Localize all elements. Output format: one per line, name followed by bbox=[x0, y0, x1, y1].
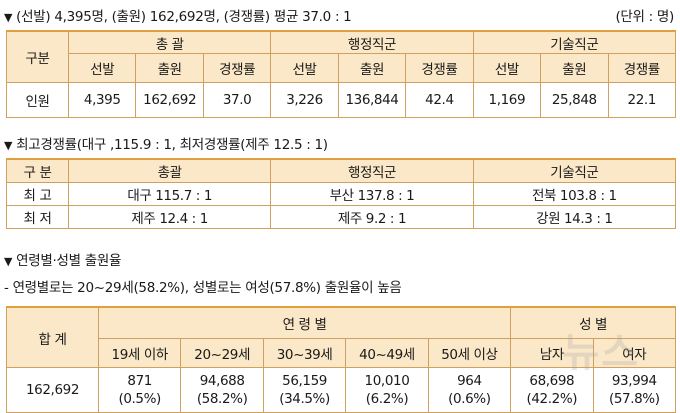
table-cell: 22.1 bbox=[607, 82, 676, 118]
table-cell: 대구 115.7 : 1 bbox=[67, 182, 272, 206]
table-cell: 37.0 bbox=[202, 82, 272, 118]
subheader: 남자 bbox=[510, 338, 594, 368]
header-group-admin: 행정직군 bbox=[270, 30, 474, 54]
subheader: 19세 이하 bbox=[97, 338, 182, 368]
subheader: 경쟁률 bbox=[607, 53, 676, 83]
competition-rate-table: 구 분 총괄 행정직군 기술직군 최 고 대구 115.7 : 1 부산 137… bbox=[6, 158, 677, 229]
table-cell: 전북 103.8 : 1 bbox=[472, 182, 677, 206]
section2-heading: ▼ 최고경쟁률(대구 ,115.9 : 1, 최저경쟁률(제주 12.5 : 1) bbox=[4, 137, 328, 153]
header-group-tech: 기술직군 bbox=[472, 30, 677, 54]
row-label: 인원 bbox=[6, 82, 69, 118]
table-cell: 56,159 (34.5%) bbox=[262, 367, 347, 413]
section1-heading: ▼ (선발) 4,395명, (출원) 162,692명, (경쟁률) 평균 37… bbox=[4, 9, 352, 25]
subheader: 출원 bbox=[540, 53, 609, 83]
row-label: 최 저 bbox=[6, 205, 69, 229]
header-gubun: 구분 bbox=[6, 30, 69, 83]
subheader: 50세 이상 bbox=[427, 338, 512, 368]
table-cell: 4,395 bbox=[67, 82, 137, 118]
table-cell: 68,698 (42.2%) bbox=[510, 367, 594, 413]
subheader: 여자 bbox=[592, 338, 677, 368]
triangle-bullet-icon: ▼ bbox=[4, 11, 13, 24]
subheader: 출원 bbox=[135, 53, 204, 83]
subheader: 선발 bbox=[472, 53, 542, 83]
age-sex-table: 합 계 연 령 별 성 별 19세 이하 20~29세 30~39세 40~49… bbox=[6, 306, 677, 413]
table-cell: 3,226 bbox=[270, 82, 339, 118]
table-cell: 93,994 (57.8%) bbox=[592, 367, 677, 413]
header-group-total: 총 괄 bbox=[67, 30, 272, 54]
table-cell: 964 (0.6%) bbox=[427, 367, 512, 413]
header-group-age: 연 령 별 bbox=[97, 306, 512, 339]
header-total: 총괄 bbox=[67, 158, 272, 183]
subheader: 40~49세 bbox=[345, 338, 429, 368]
table-cell: 부산 137.8 : 1 bbox=[270, 182, 474, 206]
table-cell: 42.4 bbox=[405, 82, 474, 118]
subheader: 출원 bbox=[337, 53, 407, 83]
header-group-sex: 성 별 bbox=[510, 306, 676, 339]
table-cell: 162,692 bbox=[135, 82, 204, 118]
total-cell: 162,692 bbox=[6, 367, 99, 413]
subheader: 경쟁률 bbox=[405, 53, 474, 83]
subheader: 경쟁률 bbox=[202, 53, 272, 83]
subheader: 20~29세 bbox=[180, 338, 264, 368]
section3-note: - 연령별로는 20~29세(58.2%), 성별로는 여성(57.8%) 출원… bbox=[4, 280, 402, 296]
table-cell: 871 (0.5%) bbox=[97, 367, 182, 413]
subheader: 선발 bbox=[270, 53, 339, 83]
header-gubun: 구 분 bbox=[6, 158, 69, 183]
table-cell: 제주 12.4 : 1 bbox=[67, 205, 272, 229]
table-cell: 25,848 bbox=[540, 82, 609, 118]
triangle-bullet-icon: ▼ bbox=[4, 255, 13, 268]
header-total: 합 계 bbox=[6, 306, 99, 368]
unit-label: (단위 : 명) bbox=[615, 9, 674, 25]
summary-table: 구분 총 괄 행정직군 기술직군 선발 출원 경쟁률 선발 출원 경쟁률 선발 … bbox=[6, 30, 677, 118]
table-cell: 136,844 bbox=[337, 82, 407, 118]
table-cell: 1,169 bbox=[472, 82, 542, 118]
header-tech: 기술직군 bbox=[472, 158, 677, 183]
table-cell: 94,688 (58.2%) bbox=[180, 367, 264, 413]
table-cell: 제주 9.2 : 1 bbox=[270, 205, 474, 229]
section3-heading: ▼ 연령별·성별 출원율 bbox=[4, 253, 122, 269]
subheader: 30~39세 bbox=[262, 338, 347, 368]
triangle-bullet-icon: ▼ bbox=[4, 139, 13, 152]
table-cell: 강원 14.3 : 1 bbox=[472, 205, 677, 229]
table-cell: 10,010 (6.2%) bbox=[345, 367, 429, 413]
header-admin: 행정직군 bbox=[270, 158, 474, 183]
row-label: 최 고 bbox=[6, 182, 69, 206]
subheader: 선발 bbox=[67, 53, 137, 83]
